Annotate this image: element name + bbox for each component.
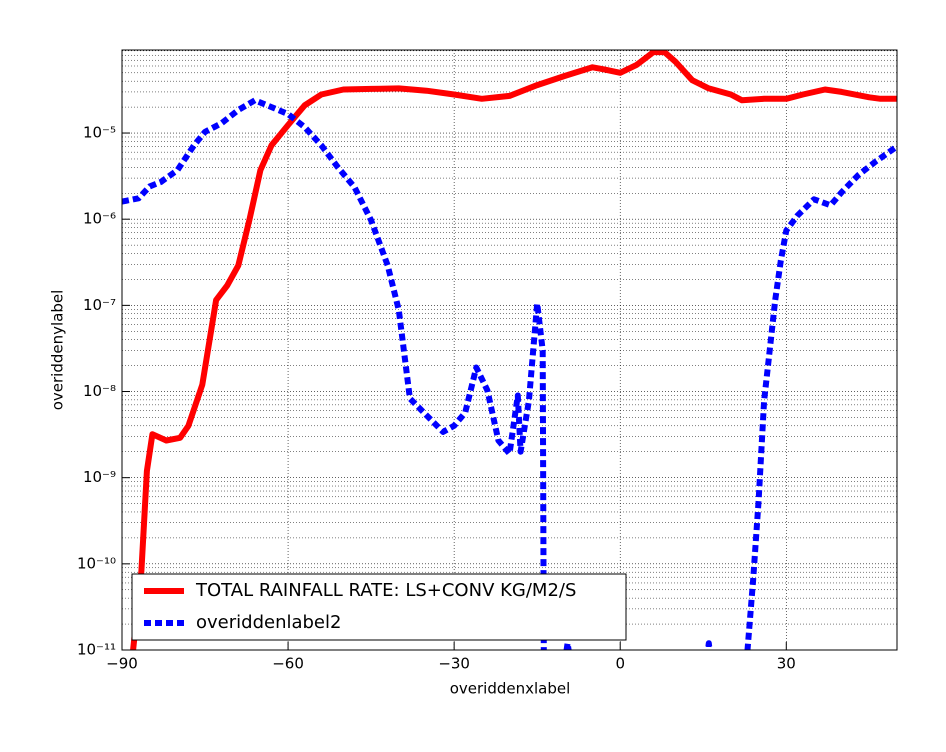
legend-box <box>131 573 627 641</box>
x-tick-label: −60 <box>272 655 304 673</box>
x-axis-label: overiddenxlabel <box>450 680 571 698</box>
x-tick-label: 0 <box>615 655 625 673</box>
plot-area <box>122 50 897 650</box>
y-tick-label: 10⁻¹¹ <box>77 641 116 659</box>
y-tick-label: 10⁻⁸ <box>83 382 116 400</box>
plot-frame <box>121 49 898 651</box>
series-line <box>130 50 897 650</box>
x-tick-label: −90 <box>106 655 138 673</box>
y-axis-label: overiddenylabel <box>49 290 67 411</box>
x-tick-label: −30 <box>438 655 470 673</box>
y-tick-label: 10⁻⁵ <box>83 124 116 142</box>
legend-label: overiddenlabel2 <box>196 612 341 633</box>
x-tick-label: 30 <box>777 655 796 673</box>
y-tick-label: 10⁻⁶ <box>83 210 116 228</box>
y-tick-label: 10⁻⁹ <box>83 468 116 486</box>
legend-label: TOTAL RAINFALL RATE: LS+CONV KG/M2/S <box>195 580 576 601</box>
y-tick-label: 10⁻¹⁰ <box>77 554 116 572</box>
y-tick-label: 10⁻⁷ <box>83 296 116 314</box>
